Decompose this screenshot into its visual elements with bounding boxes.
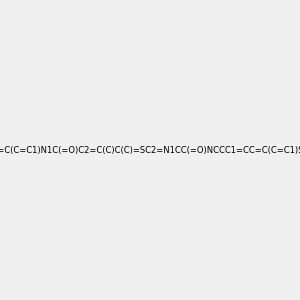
Text: CCOC1=CC=C(C=C1)N1C(=O)C2=C(C)C(C)=SC2=N1CC(=O)NCCC1=CC=C(C=C1)S(N)(=O)=O: CCOC1=CC=C(C=C1)N1C(=O)C2=C(C)C(C)=SC2=N…	[0, 146, 300, 154]
